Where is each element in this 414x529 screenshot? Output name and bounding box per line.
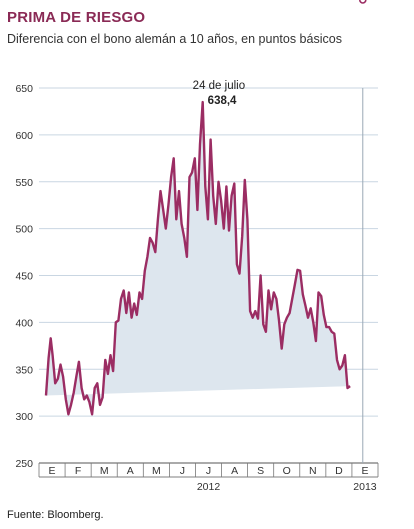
x-tick-label-10: N	[309, 465, 317, 477]
y-tick-label-650: 650	[15, 83, 33, 95]
area-under-line	[46, 102, 351, 415]
x-tick-label-5: J	[180, 465, 185, 477]
area-fill	[46, 102, 351, 415]
x-tick-label-1: F	[75, 465, 81, 477]
x-tick-label-11: D	[335, 465, 343, 477]
y-tick-label-600: 600	[15, 130, 33, 142]
y-tick-label-550: 550	[15, 177, 33, 189]
last-day-label: AYER	[370, 0, 404, 3]
x-tick-label-8: S	[257, 465, 264, 477]
x-tick-label-12: E	[361, 465, 368, 477]
x-axis: E F M A M J J A S O N D E 2012 2013	[38, 462, 379, 493]
last-point-marker	[358, 0, 367, 4]
spread-series-line	[44, 100, 351, 416]
y-tick-label-300: 300	[15, 411, 33, 423]
chart-subtitle: Diferencia con el bono alemán a 10 años,…	[7, 32, 342, 46]
peak-value-label: 638,4	[208, 95, 237, 107]
annotations: 24 de julio 638,4 AYER330	[193, 0, 404, 463]
y-tick-label-450: 450	[15, 271, 33, 283]
year-label-2013: 2013	[353, 481, 377, 493]
x-tick-label-6: J	[206, 465, 211, 477]
spread-line	[44, 100, 351, 416]
x-tick-label-0: E	[49, 465, 56, 477]
x-tick-label-7: A	[231, 465, 238, 477]
y-axis-ticks: 250 300 350 400 450 500 550 600 650	[15, 83, 33, 470]
y-tick-label-350: 350	[15, 364, 33, 376]
y-tick-label-400: 400	[15, 317, 33, 329]
y-tick-label-250: 250	[15, 458, 33, 470]
last-value-label: 330	[370, 0, 392, 3]
source-note: Fuente: Bloomberg.	[7, 509, 104, 521]
x-tick-label-3: A	[127, 465, 134, 477]
x-tick-label-2: M	[100, 465, 109, 477]
peak-date-label: 24 de julio	[193, 80, 245, 92]
chart-title: PRIMA DE RIESGO	[7, 9, 146, 26]
x-tick-label-4: M	[152, 465, 161, 477]
year-label-2012: 2012	[197, 481, 221, 493]
x-tick-label-9: O	[283, 465, 291, 477]
y-tick-label-500: 500	[15, 224, 33, 236]
